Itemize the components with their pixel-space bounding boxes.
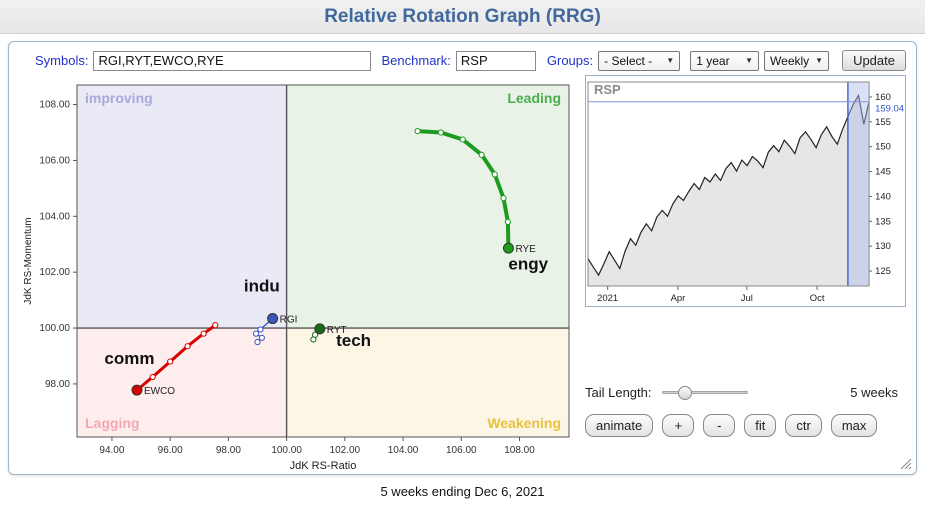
- rrg-chart-area: improving Leading Lagging Weakening 94.00 96.…: [19, 75, 579, 478]
- title-bar: Relative Rotation Graph (RRG): [0, 0, 925, 34]
- benchmark-panel: 125 130 135 140 145 150 155 160 159.04 2021 Apr Jul…: [585, 75, 906, 307]
- svg-text:100.00: 100.00: [271, 445, 302, 456]
- svg-text:engy: engy: [508, 254, 548, 273]
- svg-text:RSP: RSP: [594, 82, 621, 97]
- period-select-value: 1 year: [696, 53, 730, 68]
- svg-text:2021: 2021: [597, 293, 618, 304]
- svg-text:155: 155: [875, 117, 891, 128]
- svg-text:102.00: 102.00: [330, 445, 361, 456]
- symbols-label: Symbols:: [35, 53, 89, 68]
- benchmark-input[interactable]: [455, 50, 536, 71]
- svg-text:comm: comm: [104, 349, 154, 368]
- svg-text:106.00: 106.00: [39, 155, 70, 166]
- svg-text:RGI: RGI: [280, 315, 298, 326]
- period-select[interactable]: 1 year ▼: [690, 50, 760, 71]
- svg-text:improving: improving: [85, 90, 153, 106]
- interval-select-value: Weekly: [770, 53, 810, 68]
- groups-label: Groups:: [546, 53, 594, 68]
- tail-length-row: Tail Length: 5 weeks: [585, 385, 906, 400]
- symbols-input[interactable]: [93, 50, 371, 71]
- right-column: 125 130 135 140 145 150 155 160 159.04 2021 Apr Jul…: [579, 75, 906, 478]
- svg-text:JdK RS-Ratio: JdK RS-Ratio: [290, 460, 357, 472]
- svg-text:135: 135: [875, 216, 891, 227]
- svg-text:Jul: Jul: [741, 293, 753, 304]
- tail-length-slider[interactable]: [661, 385, 748, 400]
- svg-text:108.00: 108.00: [39, 100, 70, 111]
- benchmark-label: Benchmark:: [381, 53, 451, 68]
- svg-text:indu: indu: [244, 277, 280, 296]
- rrg-app-panel: Symbols: Benchmark: Groups: - Select - ▼…: [8, 41, 917, 475]
- groups-select-value: - Select -: [604, 53, 653, 68]
- update-button[interactable]: Update: [842, 50, 906, 71]
- resize-handle[interactable]: [900, 458, 912, 470]
- svg-text:tech: tech: [336, 331, 371, 350]
- groups-select[interactable]: - Select - ▼: [598, 50, 681, 71]
- interval-select[interactable]: Weekly ▼: [764, 50, 830, 71]
- svg-text:Oct: Oct: [810, 293, 825, 304]
- svg-text:145: 145: [875, 167, 891, 178]
- svg-text:Leading: Leading: [507, 90, 561, 106]
- svg-text:125: 125: [875, 266, 891, 277]
- chevron-down-icon: ▼: [745, 56, 754, 65]
- center-button[interactable]: ctr: [785, 414, 822, 437]
- chevron-down-icon: ▼: [815, 56, 824, 65]
- svg-text:JdK RS-Momentum: JdK RS-Momentum: [23, 217, 34, 304]
- svg-text:EWCO: EWCO: [144, 386, 175, 397]
- svg-text:98.00: 98.00: [216, 445, 241, 456]
- tail-length-label: Tail Length:: [585, 385, 652, 400]
- svg-text:159.04: 159.04: [875, 104, 904, 115]
- tail-length-value: 5 weeks: [850, 385, 898, 400]
- svg-text:130: 130: [875, 241, 891, 252]
- svg-text:Weakening: Weakening: [487, 415, 561, 431]
- chart-buttons: animate + - fit ctr max: [585, 414, 906, 437]
- svg-text:104.00: 104.00: [388, 445, 419, 456]
- zoom-in-button[interactable]: +: [662, 414, 695, 437]
- svg-text:RYT: RYT: [327, 325, 347, 336]
- page-title: Relative Rotation Graph (RRG): [324, 5, 601, 27]
- rrg-chart[interactable]: improving Leading Lagging Weakening 94.00 96.…: [19, 75, 579, 473]
- svg-text:106.00: 106.00: [446, 445, 477, 456]
- max-button[interactable]: max: [830, 414, 878, 437]
- fit-button[interactable]: fit: [744, 414, 777, 437]
- svg-text:140: 140: [875, 191, 891, 202]
- svg-text:104.00: 104.00: [39, 211, 70, 222]
- svg-text:RYE: RYE: [515, 244, 536, 255]
- chevron-down-icon: ▼: [666, 56, 675, 65]
- svg-text:98.00: 98.00: [45, 379, 70, 390]
- animate-button[interactable]: animate: [585, 414, 654, 437]
- svg-text:160: 160: [875, 92, 891, 103]
- toolbar: Symbols: Benchmark: Groups: - Select - ▼…: [9, 42, 916, 73]
- svg-text:102.00: 102.00: [39, 267, 70, 278]
- date-caption: 5 weeks ending Dec 6, 2021: [380, 484, 545, 499]
- svg-text:Lagging: Lagging: [85, 415, 139, 431]
- content: improving Leading Lagging Weakening 94.00 96.…: [9, 73, 916, 478]
- svg-text:96.00: 96.00: [158, 445, 183, 456]
- svg-text:150: 150: [875, 142, 891, 153]
- svg-text:Apr: Apr: [671, 293, 686, 304]
- slider-thumb[interactable]: [678, 385, 693, 400]
- svg-text:108.00: 108.00: [504, 445, 535, 456]
- svg-text:100.00: 100.00: [39, 323, 70, 334]
- zoom-out-button[interactable]: -: [703, 414, 736, 437]
- svg-text:94.00: 94.00: [99, 445, 124, 456]
